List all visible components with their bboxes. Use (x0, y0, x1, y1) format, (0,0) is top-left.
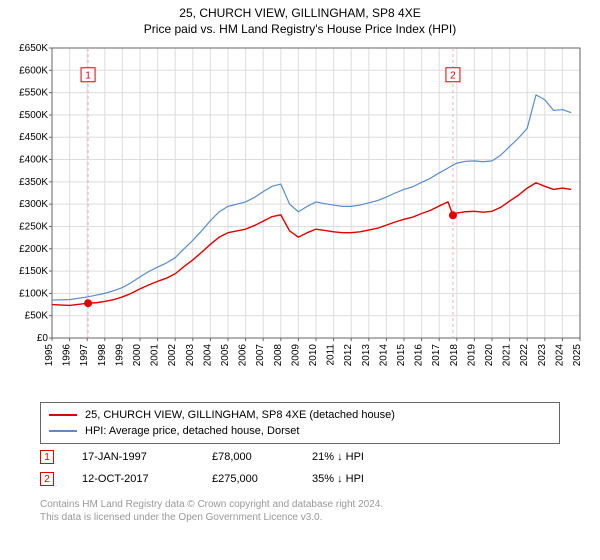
legend-label: HPI: Average price, detached house, Dors… (85, 425, 299, 437)
event-row: 2 12-OCT-2017 £275,000 35% ↓ HPI (40, 468, 560, 490)
svg-text:2014: 2014 (378, 344, 389, 367)
svg-text:£600K: £600K (19, 65, 48, 76)
chart-area: £0 £50K £100K £150K £200K £250K £300K £350K £400… (10, 42, 590, 392)
svg-text:1999: 1999 (114, 344, 125, 367)
svg-text:£650K: £650K (19, 43, 48, 54)
svg-text:1997: 1997 (79, 344, 90, 367)
svg-text:£50K: £50K (25, 311, 49, 322)
svg-text:2013: 2013 (361, 344, 372, 367)
svg-text:2011: 2011 (326, 344, 337, 366)
svg-text:£400K: £400K (19, 155, 48, 166)
event-delta: 21% ↓ HPI (312, 451, 432, 463)
svg-text:£100K: £100K (19, 288, 48, 299)
legend-swatch-1 (49, 430, 77, 432)
svg-text:2000: 2000 (132, 344, 143, 367)
svg-text:£550K: £550K (19, 88, 48, 99)
svg-text:£0: £0 (37, 333, 49, 344)
svg-text:2019: 2019 (466, 344, 477, 367)
svg-text:2007: 2007 (255, 344, 266, 367)
svg-text:2018: 2018 (449, 344, 460, 367)
attribution: Contains HM Land Registry data © Crown c… (40, 498, 560, 524)
svg-text:2021: 2021 (502, 344, 513, 367)
svg-text:2015: 2015 (396, 344, 407, 367)
svg-text:2: 2 (450, 70, 456, 81)
svg-text:2003: 2003 (185, 344, 196, 367)
svg-text:2001: 2001 (150, 344, 161, 367)
svg-text:1996: 1996 (62, 344, 73, 367)
svg-text:2009: 2009 (290, 344, 301, 367)
legend-item: HPI: Average price, detached house, Dors… (49, 423, 551, 439)
event-price: £275,000 (212, 473, 312, 485)
event-delta: 35% ↓ HPI (312, 473, 432, 485)
svg-text:2022: 2022 (519, 344, 530, 367)
legend: 25, CHURCH VIEW, GILLINGHAM, SP8 4XE (de… (40, 402, 560, 444)
svg-text:2004: 2004 (202, 344, 213, 367)
svg-text:£300K: £300K (19, 199, 48, 210)
legend-swatch-0 (49, 414, 77, 416)
svg-text:2005: 2005 (220, 344, 231, 367)
legend-item: 25, CHURCH VIEW, GILLINGHAM, SP8 4XE (de… (49, 407, 551, 423)
svg-text:2012: 2012 (343, 344, 354, 367)
svg-text:2008: 2008 (273, 344, 284, 367)
svg-text:£450K: £450K (19, 132, 48, 143)
event-price: £78,000 (212, 451, 312, 463)
svg-text:2010: 2010 (308, 344, 319, 367)
chart-subtitle: Price paid vs. HM Land Registry's House … (0, 22, 600, 36)
svg-text:£350K: £350K (19, 177, 48, 188)
svg-text:2023: 2023 (537, 344, 548, 367)
svg-text:2025: 2025 (572, 344, 583, 367)
svg-text:1995: 1995 (44, 344, 55, 367)
svg-text:2006: 2006 (238, 344, 249, 367)
attribution-line: This data is licensed under the Open Gov… (40, 511, 560, 524)
svg-text:£500K: £500K (19, 110, 48, 121)
event-marker-1: 2 (40, 472, 54, 486)
chart-title: 25, CHURCH VIEW, GILLINGHAM, SP8 4XE (0, 0, 600, 20)
event-row: 1 17-JAN-1997 £78,000 21% ↓ HPI (40, 446, 560, 468)
event-table: 1 17-JAN-1997 £78,000 21% ↓ HPI 2 12-OCT… (40, 446, 560, 490)
svg-text:2002: 2002 (167, 344, 178, 367)
svg-text:£150K: £150K (19, 266, 48, 277)
svg-text:£200K: £200K (19, 244, 48, 255)
svg-text:1998: 1998 (97, 344, 108, 367)
legend-label: 25, CHURCH VIEW, GILLINGHAM, SP8 4XE (de… (85, 409, 395, 421)
svg-text:2020: 2020 (484, 344, 495, 367)
svg-text:£250K: £250K (19, 221, 48, 232)
attribution-line: Contains HM Land Registry data © Crown c… (40, 498, 560, 511)
svg-text:2024: 2024 (554, 344, 565, 367)
svg-text:2016: 2016 (414, 344, 425, 367)
event-date: 17-JAN-1997 (82, 451, 212, 463)
svg-text:2017: 2017 (431, 344, 442, 367)
event-date: 12-OCT-2017 (82, 473, 212, 485)
line-chart-svg: £0 £50K £100K £150K £200K £250K £300K £350K £400… (10, 42, 590, 392)
event-marker-0: 1 (40, 450, 54, 464)
svg-text:1: 1 (85, 70, 91, 81)
